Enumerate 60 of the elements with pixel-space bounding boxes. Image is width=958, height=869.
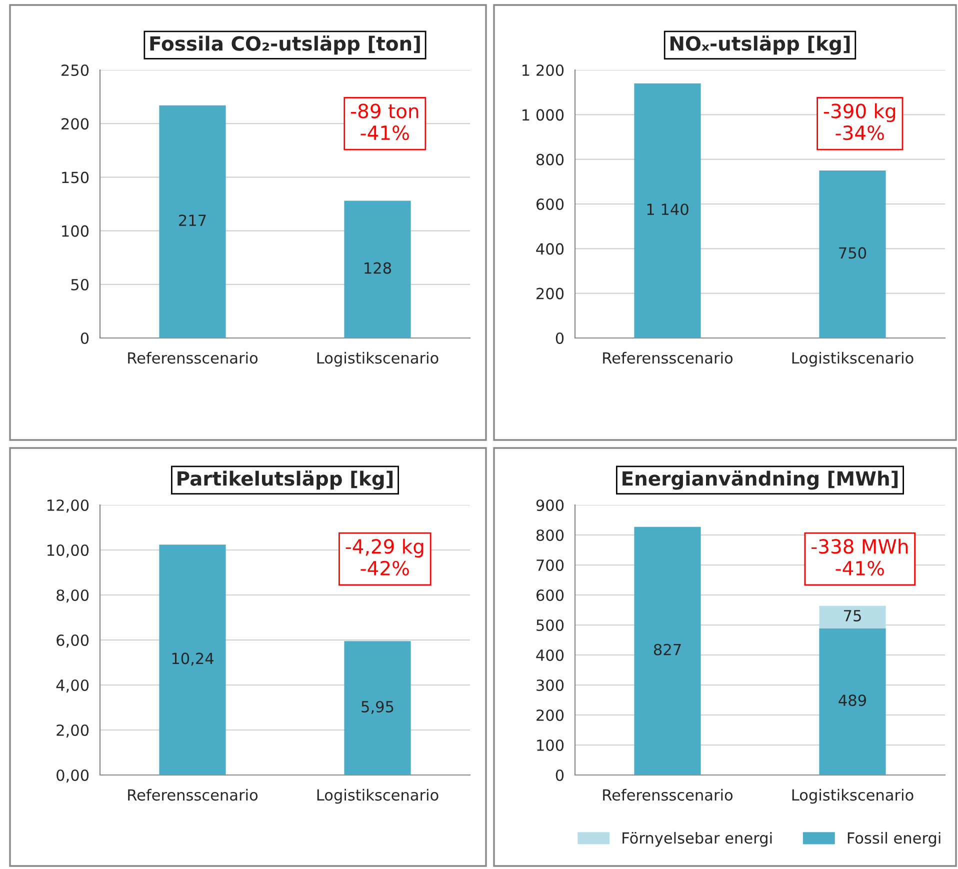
y-tick-label: 800 <box>536 154 564 166</box>
y-tick-label: 250 <box>62 64 89 76</box>
data-label: 128 <box>364 262 392 274</box>
chart-title: NOₓ-utsläpp [kg] <box>670 36 850 55</box>
legend-label: Fossil energi <box>848 832 940 847</box>
bar <box>634 526 701 775</box>
y-tick-label: 4,00 <box>56 679 89 693</box>
y-tick-label: 12,00 <box>48 499 89 513</box>
y-tick-label: 10,00 <box>48 544 89 558</box>
y-tick-label: 500 <box>536 619 564 632</box>
y-tick-label: 200 <box>536 288 564 300</box>
y-tick-label: 0,00 <box>56 769 89 783</box>
chart-title: Energianvändning [MWh] <box>622 470 898 490</box>
y-tick-label: 50 <box>71 278 89 290</box>
x-tick-label: Referensscenario <box>603 788 733 801</box>
chart-title: Fossila CO₂-utsläpp [ton] <box>150 36 420 55</box>
y-tick-label: 200 <box>62 118 89 130</box>
y-tick-label: 1 200 <box>522 64 564 76</box>
y-tick-label: 0 <box>80 332 89 344</box>
annotation: -390 kg -34% <box>824 103 896 140</box>
legend-label: Förnyelsebar energi <box>622 832 772 847</box>
y-tick-label: 100 <box>62 225 89 237</box>
y-tick-label: 8,00 <box>56 589 89 603</box>
data-label: 217 <box>179 214 206 226</box>
y-tick-label: 600 <box>536 198 564 210</box>
y-tick-label: 800 <box>536 529 564 542</box>
chart-title: Partikelutsläpp [kg] <box>178 470 393 490</box>
annotation: -338 MWh -41% <box>812 538 908 576</box>
y-tick-label: 1 000 <box>522 109 564 121</box>
y-tick-label: 900 <box>536 499 564 512</box>
y-tick-label: 0 <box>556 332 564 344</box>
annotation: -4,29 kg -42% <box>346 538 424 576</box>
data-label: 10,24 <box>172 652 214 666</box>
bar <box>819 606 886 628</box>
data-label: 1 140 <box>647 204 688 216</box>
y-tick-label: 200 <box>536 709 564 722</box>
x-tick-label: Logistikscenario <box>317 788 438 804</box>
y-tick-label: 2,00 <box>56 724 89 738</box>
x-tick-label: Referensscenario <box>128 788 258 801</box>
y-tick-label: 700 <box>536 559 564 572</box>
data-label: 5,95 <box>362 700 394 714</box>
y-tick-label: 300 <box>536 679 564 692</box>
y-tick-label: 600 <box>536 589 564 602</box>
data-label: 827 <box>654 644 681 656</box>
y-tick-label: 6,00 <box>56 634 89 648</box>
x-tick-label: Logistikscenario <box>317 352 438 367</box>
y-tick-label: 100 <box>537 739 564 752</box>
y-tick-label: 0 <box>556 769 564 782</box>
x-tick-label: Referensscenario <box>128 352 258 364</box>
y-tick-label: 400 <box>536 243 564 255</box>
data-label: 489 <box>838 694 866 706</box>
x-tick-label: Logistikscenario <box>792 788 914 804</box>
bar <box>819 628 886 775</box>
x-tick-label: Referensscenario <box>603 352 733 364</box>
y-tick-label: 400 <box>536 649 564 662</box>
data-label: 75 <box>844 610 861 622</box>
annotation: -89 ton -41% <box>350 104 418 140</box>
y-tick-label: 150 <box>62 172 89 184</box>
x-tick-label: Logistikscenario <box>792 352 914 367</box>
data-label: 750 <box>839 247 866 259</box>
